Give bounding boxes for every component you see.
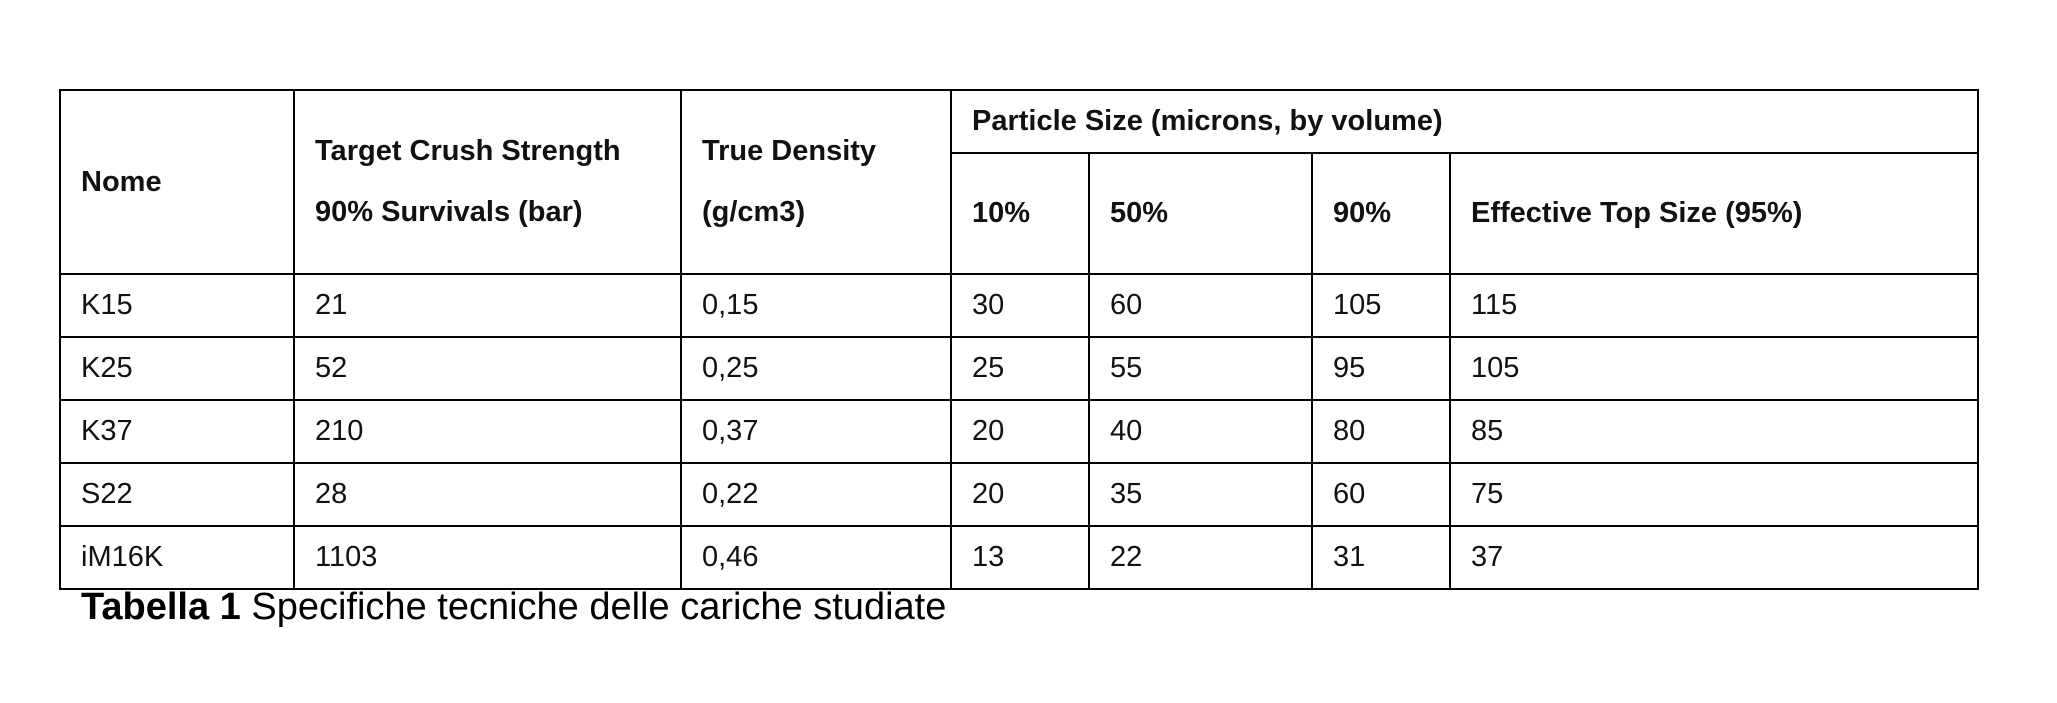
- table-caption: Tabella 1 Specifiche tecniche delle cari…: [81, 586, 946, 629]
- table-cell: 28: [293, 462, 682, 527]
- table-cell: 0,22: [680, 462, 952, 527]
- table-cell: 95: [1311, 336, 1451, 401]
- table-cell: 13: [950, 525, 1090, 590]
- table-cell: 75: [1448, 462, 1980, 527]
- table-cell: K37: [59, 399, 295, 464]
- table-cell: 21: [293, 273, 682, 338]
- table-cell: 85: [1448, 399, 1980, 464]
- table-cell: 105: [1311, 273, 1451, 338]
- table-cell: 80: [1311, 399, 1451, 464]
- table-cell: 0,37: [680, 399, 952, 464]
- specs-table: Nome Target Crush Strength 90% Survivals …: [59, 89, 1980, 590]
- table-row: K37 210 0,37 20 40 80 85: [59, 399, 1980, 464]
- table-cell: 0,46: [680, 525, 952, 590]
- table-cell: iM16K: [59, 525, 295, 590]
- table-cell: S22: [59, 462, 295, 527]
- subheader-cell: Effective Top Size (95%): [1448, 152, 1980, 275]
- table-cell: 40: [1088, 399, 1313, 464]
- table-cell: 210: [293, 399, 682, 464]
- table-cell: 55: [1088, 336, 1313, 401]
- header-cell: Nome: [59, 89, 295, 275]
- subheader-cell: 90%: [1311, 152, 1451, 275]
- table-cell: 20: [950, 399, 1090, 464]
- caption-label: Tabella 1: [81, 586, 241, 628]
- table-row: S22 28 0,22 20 35 60 75: [59, 462, 1980, 527]
- table-cell: 60: [1088, 273, 1313, 338]
- table-cell: 22: [1088, 525, 1313, 590]
- table-cell: 37: [1448, 525, 1980, 590]
- table-cell: 20: [950, 462, 1090, 527]
- table-row: K15 21 0,15 30 60 105 115: [59, 273, 1980, 338]
- table-row: K25 52 0,25 25 55 95 105: [59, 336, 1980, 401]
- table-cell: 35: [1088, 462, 1313, 527]
- table-cell: K15: [59, 273, 295, 338]
- table-cell: 52: [293, 336, 682, 401]
- table-cell: 30: [950, 273, 1090, 338]
- table-cell: 25: [950, 336, 1090, 401]
- table-cell: 105: [1448, 336, 1980, 401]
- table-cell: K25: [59, 336, 295, 401]
- header-cell: True Density (g/cm3): [680, 89, 952, 275]
- table-cell: 115: [1448, 273, 1980, 338]
- table-cell: 0,25: [680, 336, 952, 401]
- header-row: Nome Target Crush Strength 90% Survivals …: [59, 89, 1980, 275]
- caption-text: Specifiche tecniche delle cariche studia…: [251, 586, 947, 628]
- subheader-row: 10% 50% 90% Effective Top Size (95%): [60, 152, 1980, 275]
- table-cell: 60: [1311, 462, 1451, 527]
- subheader-cell: 10%: [950, 152, 1090, 275]
- table-cell: 0,15: [680, 273, 952, 338]
- header-cell: Target Crush Strength 90% Survivals (bar…: [293, 89, 682, 275]
- table-cell: 1103: [293, 525, 682, 590]
- table-cell: 31: [1311, 525, 1451, 590]
- table-row: iM16K 1103 0,46 13 22 31 37: [59, 525, 1980, 590]
- header-cell: Particle Size (microns, by volume): [949, 89, 1980, 154]
- subheader-cell: 50%: [1088, 152, 1313, 275]
